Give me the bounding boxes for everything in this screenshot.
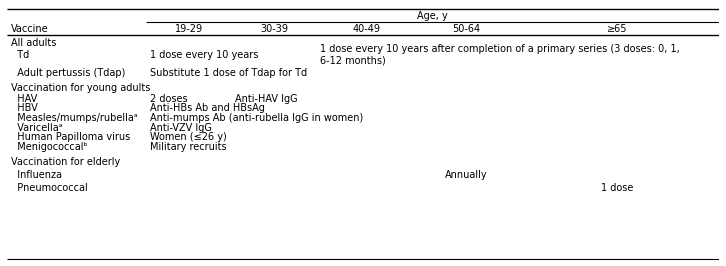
Text: Varicellaᵃ: Varicellaᵃ <box>11 123 62 133</box>
Text: Pneumococcal: Pneumococcal <box>11 183 88 193</box>
Text: Anti-mumps Ab (anti-rubella IgG in women): Anti-mumps Ab (anti-rubella IgG in women… <box>150 113 363 123</box>
Text: Women (≤26 y): Women (≤26 y) <box>150 132 227 142</box>
Text: 50-64: 50-64 <box>452 24 480 34</box>
Text: All adults: All adults <box>11 38 56 48</box>
Text: Vaccine: Vaccine <box>11 24 49 34</box>
Text: 1 dose: 1 dose <box>601 183 634 193</box>
Text: Substitute 1 dose of Tdap for Td: Substitute 1 dose of Tdap for Td <box>150 68 306 78</box>
Text: 40-49: 40-49 <box>353 24 380 34</box>
Text: Td: Td <box>11 50 29 60</box>
Text: Measles/mumps/rubellaᵃ: Measles/mumps/rubellaᵃ <box>11 113 137 123</box>
Text: 2 doses: 2 doses <box>150 94 187 103</box>
Text: HAV: HAV <box>11 94 37 103</box>
Text: Anti-HBs Ab and HBsAg: Anti-HBs Ab and HBsAg <box>150 103 264 113</box>
Text: 1 dose every 10 years after completion of a primary series (3 doses: 0, 1,
6-12 : 1 dose every 10 years after completion o… <box>320 44 680 66</box>
Text: 19-29: 19-29 <box>175 24 203 34</box>
Text: HBV: HBV <box>11 103 38 113</box>
Text: Menigococcalᵇ: Menigococcalᵇ <box>11 142 87 152</box>
Text: Military recruits: Military recruits <box>150 142 227 152</box>
Text: 30-39: 30-39 <box>260 24 288 34</box>
Text: Age, y: Age, y <box>417 11 448 21</box>
Text: Influenza: Influenza <box>11 170 62 180</box>
Text: Annually: Annually <box>445 170 487 180</box>
Text: Anti-VZV IgG: Anti-VZV IgG <box>150 123 211 133</box>
Text: Adult pertussis (Tdap): Adult pertussis (Tdap) <box>11 68 125 78</box>
Text: 1 dose every 10 years: 1 dose every 10 years <box>150 50 258 60</box>
Text: Human Papilloma virus: Human Papilloma virus <box>11 132 130 142</box>
Text: Vaccination for young adults: Vaccination for young adults <box>11 83 150 93</box>
Text: Vaccination for elderly: Vaccination for elderly <box>11 157 120 167</box>
Text: Anti-HAV IgG: Anti-HAV IgG <box>235 94 298 103</box>
Text: ≥65: ≥65 <box>607 24 627 34</box>
